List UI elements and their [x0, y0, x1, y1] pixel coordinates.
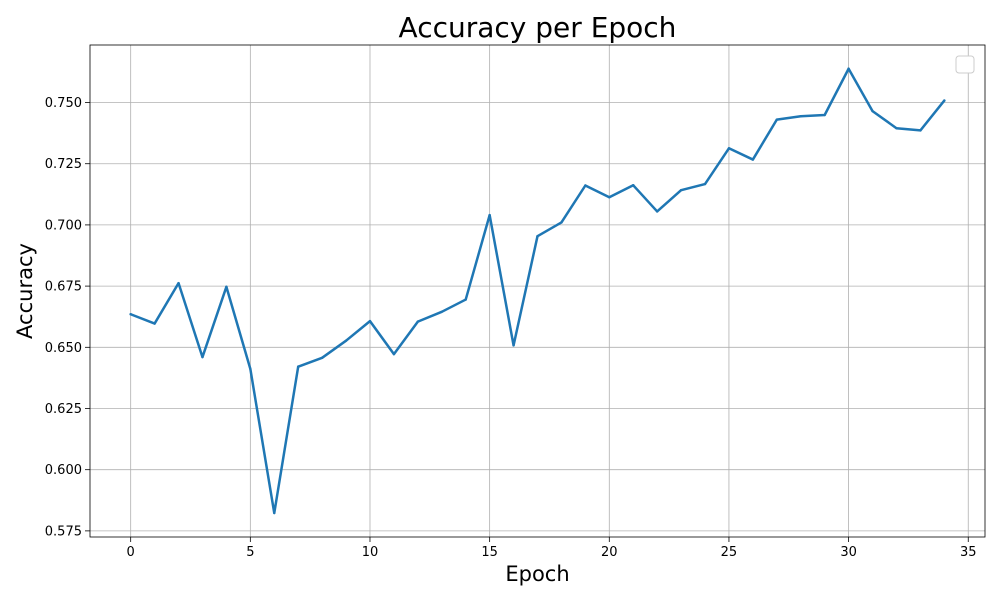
- data-point: [823, 113, 826, 117]
- data-point: [201, 355, 204, 359]
- y-tick-label: 0.625: [45, 402, 82, 417]
- data-point: [249, 367, 252, 371]
- data-point: [488, 213, 491, 217]
- data-point: [416, 320, 420, 323]
- axis-ticks: 0 5 10 15 20 25 30 35 0.575 0.600 0.625 0.650 0.675 0…: [45, 96, 977, 560]
- data-point: [320, 356, 324, 360]
- data-point: [536, 234, 539, 238]
- grid: [90, 45, 985, 537]
- x-tick-label: 5: [246, 545, 254, 560]
- data-point: [895, 127, 898, 130]
- x-tick-label: 30: [840, 545, 857, 560]
- y-tick-label: 0.675: [45, 280, 82, 295]
- data-point: [847, 67, 850, 70]
- data-point: [344, 339, 348, 342]
- data-point: [871, 109, 874, 113]
- data-point: [608, 196, 611, 199]
- x-axis-label: Epoch: [505, 562, 569, 586]
- y-tick-label: 0.725: [45, 157, 82, 172]
- data-point: [368, 319, 372, 323]
- data-point: [655, 210, 659, 213]
- data-point: [440, 310, 443, 314]
- data-point: [296, 365, 300, 368]
- data-point: [512, 344, 515, 347]
- data-point: [153, 322, 156, 325]
- data-point: [177, 281, 180, 285]
- y-tick-label: 0.750: [45, 96, 82, 111]
- data-point: [129, 313, 132, 316]
- x-tick-label: 10: [362, 545, 379, 560]
- data-point: [703, 182, 707, 186]
- data-point: [679, 188, 683, 192]
- plot-frame: [89, 44, 986, 538]
- data-point: [919, 129, 922, 132]
- chart-title: Accuracy per Epoch: [399, 11, 677, 44]
- y-tick-label: 0.600: [45, 463, 82, 478]
- data-point: [392, 352, 396, 356]
- y-axis-label: Accuracy: [13, 243, 37, 339]
- x-tick-label: 35: [960, 545, 977, 560]
- legend: [955, 55, 975, 74]
- data-point: [560, 221, 563, 224]
- data-point: [225, 285, 228, 289]
- series-layer: [129, 67, 946, 515]
- y-tick-label: 0.650: [45, 341, 82, 356]
- data-point: [943, 99, 946, 102]
- data-point: [727, 147, 731, 150]
- x-tick-label: 15: [481, 545, 498, 560]
- x-tick-label: 25: [721, 545, 738, 560]
- data-point: [273, 511, 276, 515]
- x-tick-label: 0: [127, 545, 135, 560]
- data-point: [775, 118, 779, 121]
- data-point: [751, 158, 755, 161]
- y-tick-label: 0.700: [45, 218, 82, 233]
- data-point: [632, 184, 635, 187]
- data-point: [584, 184, 587, 187]
- x-tick-label: 20: [601, 545, 618, 560]
- y-tick-label: 0.575: [45, 524, 82, 539]
- legend-box: [955, 55, 975, 74]
- data-point: [464, 298, 467, 301]
- data-point: [799, 115, 802, 118]
